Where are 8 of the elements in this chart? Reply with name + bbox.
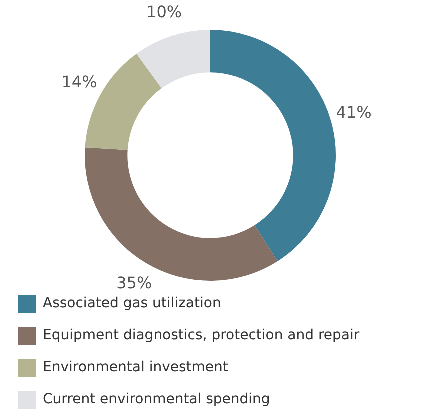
data-label: 14% [62, 72, 98, 92]
legend-label: Associated gas utilization [43, 296, 222, 312]
data-label: 10% [146, 2, 182, 22]
legend-label: Environmental investment [43, 360, 229, 376]
data-label: 41% [336, 102, 372, 122]
data-label: 35% [116, 273, 152, 292]
legend-label: Equipment diagnostics, protection and repair [43, 328, 360, 344]
legend-label: Current environmental spending [43, 392, 270, 408]
